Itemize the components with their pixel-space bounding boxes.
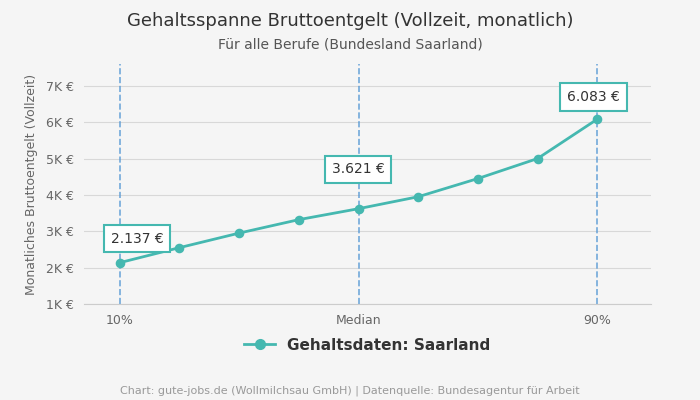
Point bbox=[174, 244, 185, 251]
Text: 3.621 €: 3.621 € bbox=[332, 162, 384, 176]
Point bbox=[293, 216, 304, 223]
Point bbox=[473, 175, 484, 182]
Point bbox=[353, 206, 364, 212]
Text: Gehaltsspanne Bruttoentgelt (Vollzeit, monatlich): Gehaltsspanne Bruttoentgelt (Vollzeit, m… bbox=[127, 12, 573, 30]
Point bbox=[114, 260, 125, 266]
Legend: Gehaltsdaten: Saarland: Gehaltsdaten: Saarland bbox=[239, 332, 496, 359]
Y-axis label: Monatliches Bruttoentgelt (Vollzeit): Monatliches Bruttoentgelt (Vollzeit) bbox=[25, 74, 38, 294]
Point bbox=[532, 155, 543, 162]
Text: Für alle Berufe (Bundesland Saarland): Für alle Berufe (Bundesland Saarland) bbox=[218, 38, 482, 52]
Text: 2.137 €: 2.137 € bbox=[111, 232, 164, 246]
Text: 6.083 €: 6.083 € bbox=[568, 90, 620, 104]
Point bbox=[234, 230, 245, 236]
Text: Chart: gute-jobs.de (Wollmilchsau GmbH) | Datenquelle: Bundesagentur für Arbeit: Chart: gute-jobs.de (Wollmilchsau GmbH) … bbox=[120, 386, 580, 396]
Point bbox=[592, 116, 603, 122]
Point bbox=[412, 194, 423, 200]
